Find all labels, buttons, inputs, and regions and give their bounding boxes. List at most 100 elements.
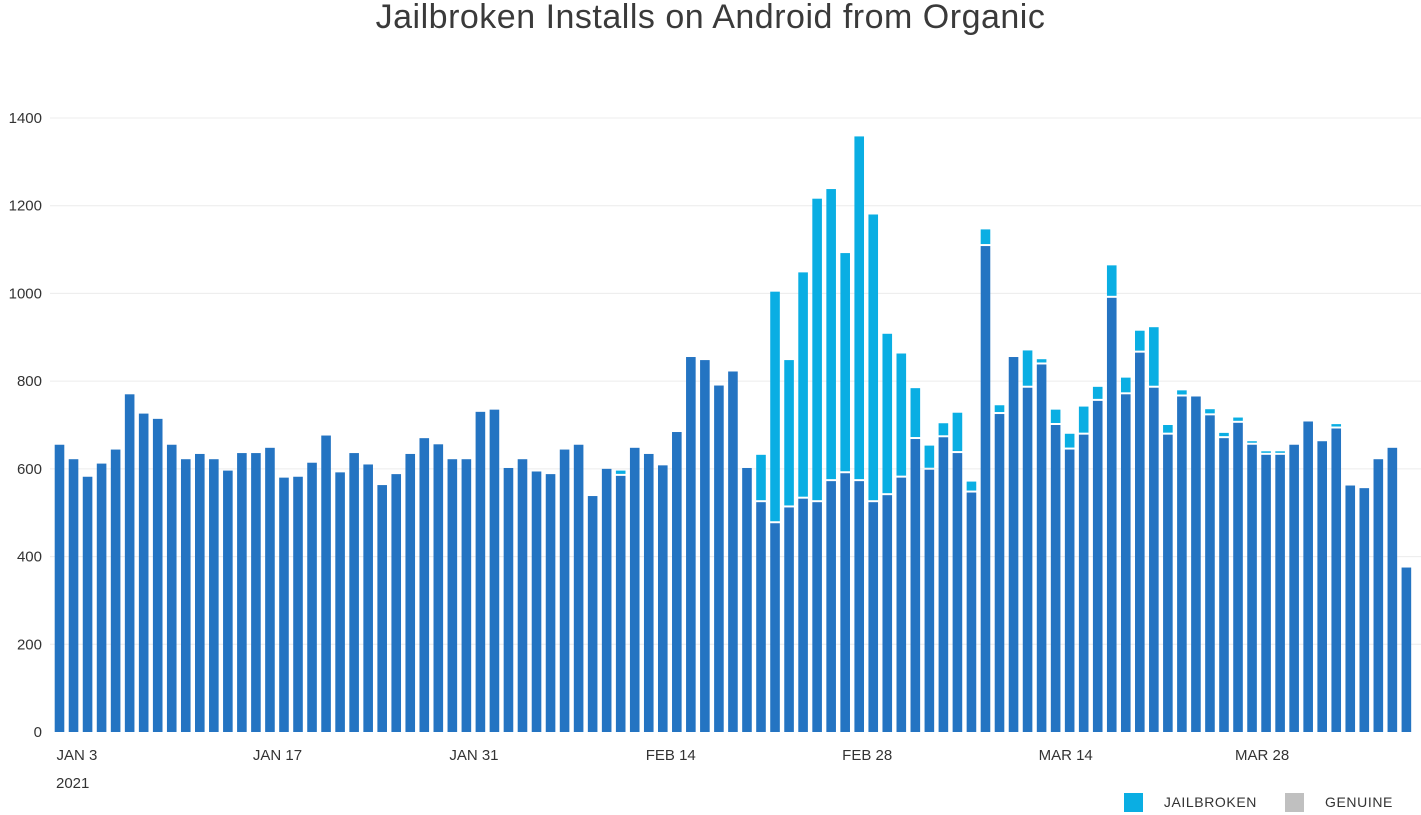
bar-genuine[interactable]	[700, 360, 710, 732]
bar-genuine[interactable]	[1275, 454, 1285, 732]
bar-jailbroken[interactable]	[896, 353, 907, 476]
bar-genuine[interactable]	[377, 485, 387, 732]
bar-genuine[interactable]	[1135, 352, 1145, 732]
bar-genuine[interactable]	[180, 459, 191, 732]
bar-genuine[interactable]	[251, 453, 261, 732]
bar-genuine[interactable]	[742, 467, 752, 732]
bar-genuine[interactable]	[587, 496, 598, 732]
bar-genuine[interactable]	[559, 449, 570, 732]
bar-genuine[interactable]	[531, 471, 542, 732]
bar-jailbroken[interactable]	[938, 423, 949, 436]
bar-genuine[interactable]	[1303, 421, 1313, 732]
bar-genuine[interactable]	[1373, 459, 1384, 732]
bar-jailbroken[interactable]	[980, 229, 991, 245]
bar-genuine[interactable]	[279, 477, 289, 732]
bar-genuine[interactable]	[447, 459, 458, 732]
bar-jailbroken[interactable]	[1163, 425, 1173, 433]
bar-genuine[interactable]	[138, 413, 149, 732]
bar-genuine[interactable]	[1177, 396, 1187, 732]
bar-genuine[interactable]	[82, 476, 93, 732]
bar-jailbroken[interactable]	[994, 405, 1005, 413]
bar-genuine[interactable]	[321, 435, 331, 732]
bar-genuine[interactable]	[1345, 485, 1356, 732]
bar-genuine[interactable]	[1247, 444, 1257, 732]
bar-genuine[interactable]	[1191, 396, 1201, 732]
bar-genuine[interactable]	[952, 453, 963, 732]
bar-genuine[interactable]	[924, 469, 935, 732]
bar-genuine[interactable]	[1163, 434, 1173, 732]
bar-genuine[interactable]	[980, 246, 991, 732]
bar-genuine[interactable]	[391, 474, 402, 732]
bar-genuine[interactable]	[223, 470, 233, 732]
bar-jailbroken[interactable]	[1022, 350, 1033, 386]
bar-genuine[interactable]	[152, 418, 163, 732]
bar-jailbroken[interactable]	[952, 412, 963, 452]
bar-genuine[interactable]	[124, 394, 135, 732]
bar-genuine[interactable]	[896, 477, 907, 732]
bar-genuine[interactable]	[1205, 415, 1215, 732]
bar-genuine[interactable]	[994, 414, 1005, 732]
bar-genuine[interactable]	[237, 453, 247, 732]
bar-genuine[interactable]	[54, 444, 65, 732]
bar-genuine[interactable]	[1233, 422, 1243, 732]
bar-genuine[interactable]	[1219, 438, 1229, 732]
bar-genuine[interactable]	[756, 502, 766, 732]
bar-jailbroken[interactable]	[826, 189, 836, 480]
bar-jailbroken[interactable]	[1331, 424, 1342, 427]
legend-item-genuine[interactable]: GENUINE	[1285, 792, 1393, 812]
bar-genuine[interactable]	[335, 472, 345, 732]
bar-jailbroken[interactable]	[1135, 330, 1145, 351]
bar-genuine[interactable]	[798, 498, 808, 732]
bar-genuine[interactable]	[517, 459, 528, 732]
bar-genuine[interactable]	[1008, 357, 1019, 732]
bar-genuine[interactable]	[307, 462, 317, 732]
bar-genuine[interactable]	[461, 459, 472, 732]
bar-genuine[interactable]	[882, 495, 893, 732]
bar-jailbroken[interactable]	[1064, 433, 1075, 448]
bar-genuine[interactable]	[643, 453, 654, 732]
bar-genuine[interactable]	[910, 439, 921, 732]
bar-jailbroken[interactable]	[798, 272, 808, 497]
bar-genuine[interactable]	[1120, 394, 1131, 732]
bar-genuine[interactable]	[405, 453, 416, 732]
bar-genuine[interactable]	[1036, 364, 1047, 732]
bar-genuine[interactable]	[195, 453, 205, 732]
bar-genuine[interactable]	[1078, 434, 1089, 732]
bar-genuine[interactable]	[68, 459, 79, 732]
bar-genuine[interactable]	[966, 492, 977, 732]
bar-genuine[interactable]	[784, 507, 794, 732]
bar-jailbroken[interactable]	[1092, 386, 1103, 399]
bar-jailbroken[interactable]	[1261, 451, 1271, 453]
bar-genuine[interactable]	[1289, 444, 1299, 732]
bar-genuine[interactable]	[489, 409, 500, 732]
bar-genuine[interactable]	[714, 385, 724, 732]
bar-genuine[interactable]	[1149, 387, 1159, 732]
bar-genuine[interactable]	[854, 481, 865, 732]
bar-genuine[interactable]	[349, 453, 359, 732]
bar-jailbroken[interactable]	[1078, 406, 1089, 433]
bar-jailbroken[interactable]	[924, 445, 935, 468]
bar-genuine[interactable]	[363, 464, 373, 732]
bar-genuine[interactable]	[812, 502, 822, 732]
bar-genuine[interactable]	[293, 476, 303, 732]
bar-genuine[interactable]	[265, 447, 275, 732]
bar-jailbroken[interactable]	[882, 333, 893, 494]
bar-jailbroken[interactable]	[910, 388, 921, 438]
bar-genuine[interactable]	[1022, 387, 1033, 732]
bar-jailbroken[interactable]	[840, 253, 850, 472]
bar-genuine[interactable]	[475, 411, 486, 732]
bar-jailbroken[interactable]	[615, 470, 626, 474]
bar-genuine[interactable]	[728, 371, 738, 732]
bar-genuine[interactable]	[1261, 454, 1271, 732]
bar-jailbroken[interactable]	[1106, 265, 1117, 296]
bar-genuine[interactable]	[1359, 488, 1370, 732]
bar-jailbroken[interactable]	[1050, 409, 1061, 423]
bar-genuine[interactable]	[686, 357, 696, 732]
bar-genuine[interactable]	[826, 481, 836, 732]
legend-item-jailbroken[interactable]: JAILBROKEN	[1123, 792, 1257, 812]
bar-jailbroken[interactable]	[1275, 451, 1285, 453]
bar-jailbroken[interactable]	[1120, 377, 1131, 393]
bar-jailbroken[interactable]	[1247, 441, 1257, 443]
bar-genuine[interactable]	[209, 459, 219, 732]
bar-jailbroken[interactable]	[868, 214, 879, 501]
